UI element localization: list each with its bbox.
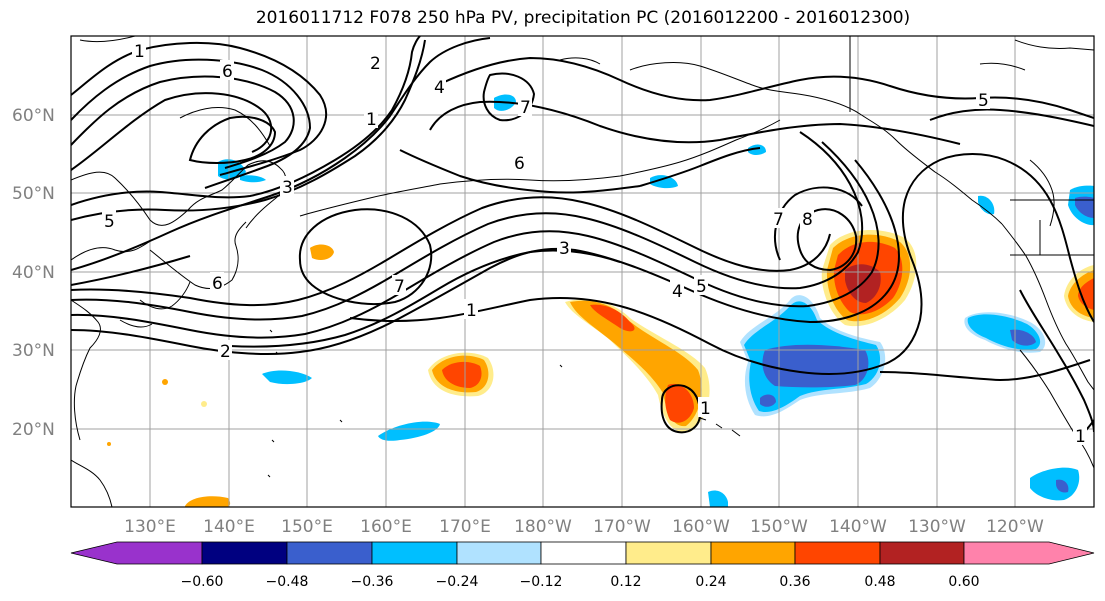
colorbar-tick: 0.48 (864, 574, 895, 590)
lon-label: 130°E (124, 517, 176, 537)
colorbar-tick: 0.36 (779, 574, 810, 590)
lon-label: 150°W (750, 517, 808, 537)
contour-label: 3 (282, 178, 293, 198)
colorbar-segment (70, 541, 203, 565)
graticule (71, 36, 1094, 507)
lon-label: 130°W (908, 517, 966, 537)
lon-label: 160°W (672, 517, 730, 537)
colorbar-tick: −0.36 (351, 574, 394, 590)
contour-label: 4 (672, 282, 683, 302)
colorbar-tick: −0.12 (520, 574, 563, 590)
colorbar-tick: −0.24 (436, 574, 479, 590)
colorbar-segment (540, 541, 627, 565)
contour-label: 2 (220, 342, 231, 362)
colorbar-tick: 0.24 (695, 574, 726, 590)
lon-label: 120°W (986, 517, 1044, 537)
contour-labels: 1 6 2 4 7 3 5 6 5 1 3 7 5 4 1 7 8 2 6 (102, 40, 1087, 447)
precipitation-fill (107, 94, 1094, 507)
lat-label: 40°N (12, 263, 55, 283)
map-frame (70, 35, 1095, 508)
colorbar-segment (879, 541, 965, 565)
contour-label: 1 (466, 301, 477, 321)
pv-contours (71, 36, 1094, 439)
colorbar-segment (710, 541, 796, 565)
lat-label: 60°N (12, 106, 55, 126)
contour-label: 5 (104, 212, 115, 232)
lon-label: 170°E (439, 517, 491, 537)
contour-label: 7 (520, 98, 531, 118)
contour-label: 6 (212, 274, 223, 294)
lat-label: 50°N (12, 184, 55, 204)
map-title: 2016011712 F078 250 hPa PV, precipitatio… (255, 8, 911, 28)
lon-label: 170°W (593, 517, 651, 537)
lon-label: 180°W (514, 517, 572, 537)
lat-label: 30°N (12, 341, 55, 361)
colorbar-tick: 0.60 (948, 574, 979, 590)
contour-label: 1 (134, 42, 145, 62)
coastlines (71, 36, 1094, 507)
contour-label: 2 (370, 54, 381, 74)
contour-label: 3 (559, 239, 570, 259)
contour-label: 8 (802, 210, 813, 230)
lon-label: 140°W (829, 517, 887, 537)
contour-label: 5 (696, 277, 707, 297)
colorbar-ticks: −0.60 −0.48 −0.36 −0.24 −0.12 0.12 0.24 … (181, 574, 980, 590)
contour-label: 5 (978, 91, 989, 111)
colorbar-tick: −0.60 (181, 574, 224, 590)
colorbar-tick: 0.12 (610, 574, 641, 590)
lon-label: 150°E (281, 517, 333, 537)
contour-label: 1 (366, 110, 377, 130)
contour-label: 4 (434, 78, 445, 98)
colorbar-tick: −0.48 (266, 574, 309, 590)
colorbar-segment (286, 541, 373, 565)
longitude-labels: 130°E 140°E 150°E 160°E 170°E 180°W 170°… (124, 517, 1044, 537)
contour-label: 6 (222, 62, 233, 82)
colorbar-segment (963, 541, 1095, 565)
contour-label: 7 (394, 277, 405, 297)
colorbar-segment (794, 541, 881, 565)
latitude-labels: 60°N 50°N 40°N 30°N 20°N (12, 106, 55, 440)
contour-label: 1 (700, 399, 711, 419)
colorbar-segment (201, 541, 288, 565)
contour-label: 7 (773, 210, 784, 230)
lon-label: 160°E (360, 517, 412, 537)
contour-label: 6 (514, 154, 525, 174)
lat-label: 20°N (12, 420, 55, 440)
colorbar-segment (456, 541, 542, 565)
colorbar (70, 541, 1095, 565)
colorbar-segment (371, 541, 458, 565)
contour-label: 1 (1075, 427, 1086, 447)
colorbar-segment (625, 541, 712, 565)
lon-label: 140°E (203, 517, 255, 537)
